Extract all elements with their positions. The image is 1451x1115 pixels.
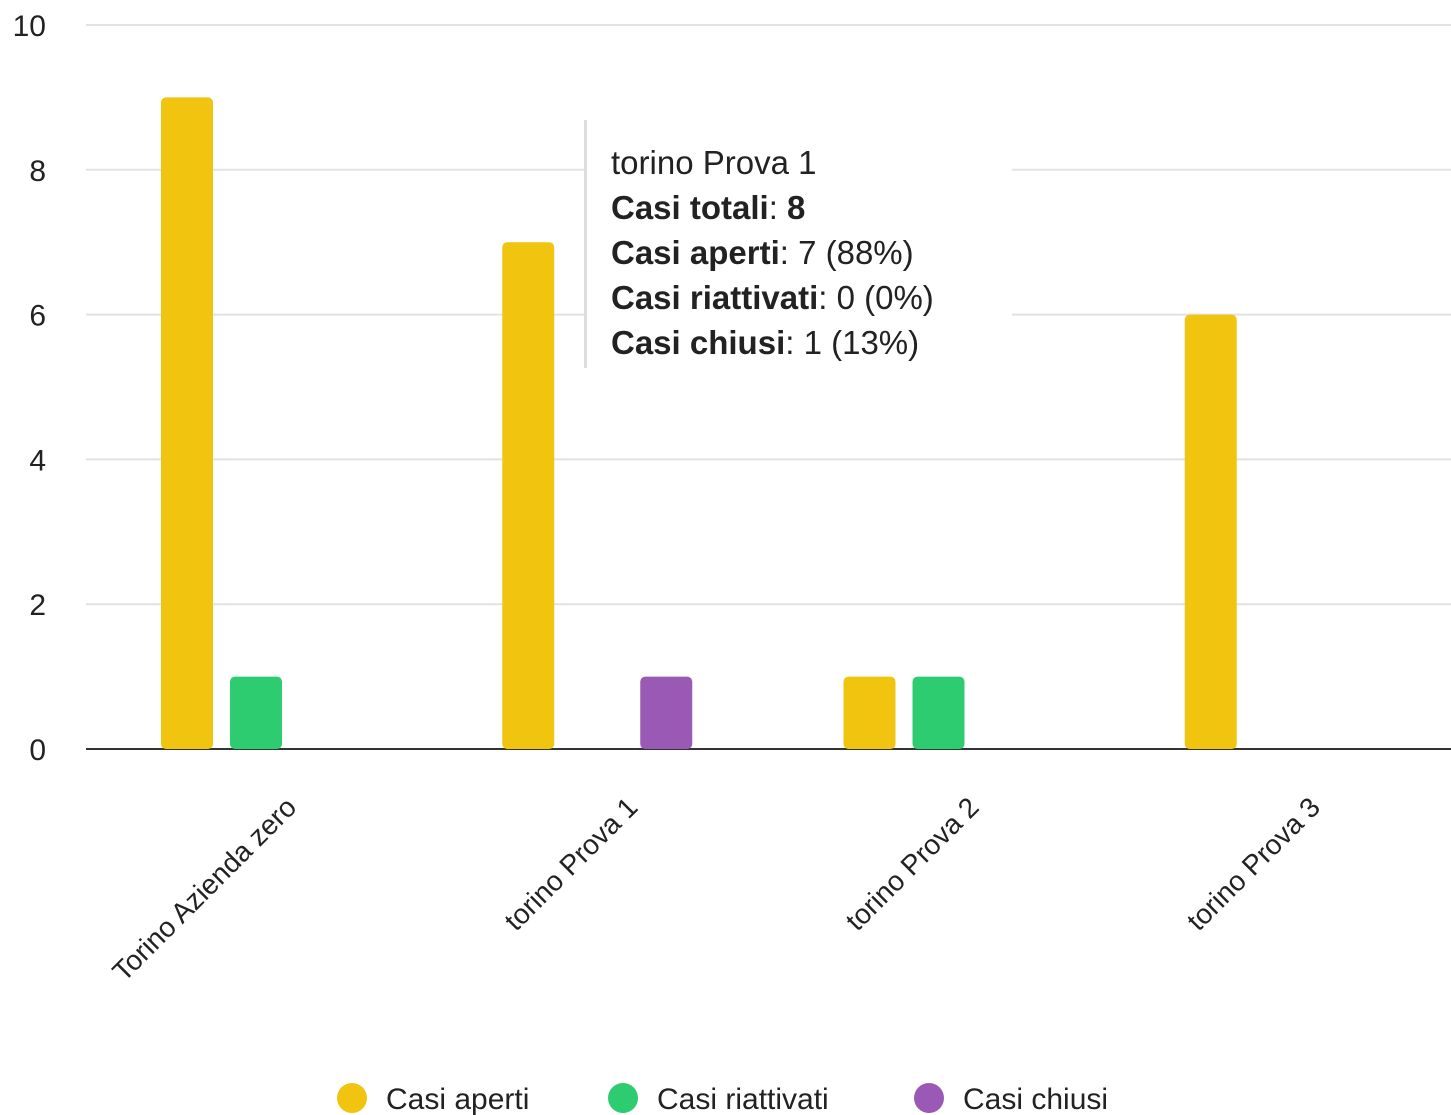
y-tick-label: 8 [29, 155, 46, 188]
y-axis-ticks: 0 2 4 6 8 10 [13, 10, 46, 767]
legend: Casi aperti Casi riattivati Casi chiusi [337, 1083, 1108, 1115]
legend-label: Casi aperti [386, 1083, 529, 1115]
legend-label: Casi chiusi [963, 1083, 1108, 1115]
tooltip-label: Casi aperti [611, 234, 780, 271]
tooltip-value: 0 (0%) [836, 279, 934, 316]
y-tick-label: 2 [29, 589, 46, 622]
tooltip-label: Casi totali [611, 189, 769, 226]
tooltip-line-total: Casi totali: 8 [611, 189, 806, 226]
y-tick-label: 0 [29, 734, 46, 767]
bar [912, 676, 965, 749]
tooltip-title: torino Prova 1 [611, 144, 817, 181]
x-axis-labels: Torino Azienda zero torino Prova 1 torino … [106, 791, 1326, 987]
bars [161, 97, 1237, 749]
tooltip-line-open: Casi aperti: 7 (88%) [611, 234, 914, 271]
x-tick-label: torino Prova 1 [498, 791, 643, 936]
tooltip: torino Prova 1 Casi totali: 8 Casi apert… [584, 120, 1012, 368]
tooltip-value: 7 (88%) [798, 234, 914, 271]
y-tick-label: 6 [29, 300, 46, 333]
bar [1184, 314, 1237, 749]
legend-marker [914, 1083, 944, 1113]
legend-marker [608, 1083, 638, 1113]
legend-label: Casi riattivati [657, 1083, 829, 1115]
bar [230, 676, 282, 749]
tooltip-label: Casi riattivati [611, 279, 819, 316]
bar [502, 242, 555, 749]
tooltip-label: Casi chiusi [611, 324, 786, 361]
tooltip-value: 8 [787, 189, 806, 226]
legend-marker [337, 1083, 367, 1113]
tooltip-line-reactivated: Casi riattivati: 0 (0%) [611, 279, 934, 316]
y-tick-label: 10 [13, 10, 46, 43]
tooltip-line-closed: Casi chiusi: 1 (13%) [611, 324, 920, 361]
x-tick-label: Torino Azienda zero [106, 791, 302, 987]
x-tick-label: torino Prova 2 [840, 791, 985, 936]
tooltip-value: 1 (13%) [803, 324, 920, 361]
y-tick-label: 4 [29, 444, 46, 477]
bar [161, 97, 213, 749]
bar [640, 676, 693, 749]
bar [843, 676, 896, 749]
x-tick-label: torino Prova 3 [1181, 791, 1326, 936]
